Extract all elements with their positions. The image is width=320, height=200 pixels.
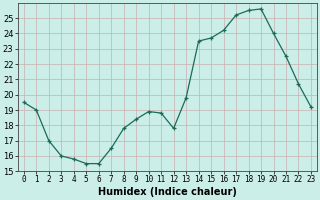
X-axis label: Humidex (Indice chaleur): Humidex (Indice chaleur) [98, 187, 237, 197]
